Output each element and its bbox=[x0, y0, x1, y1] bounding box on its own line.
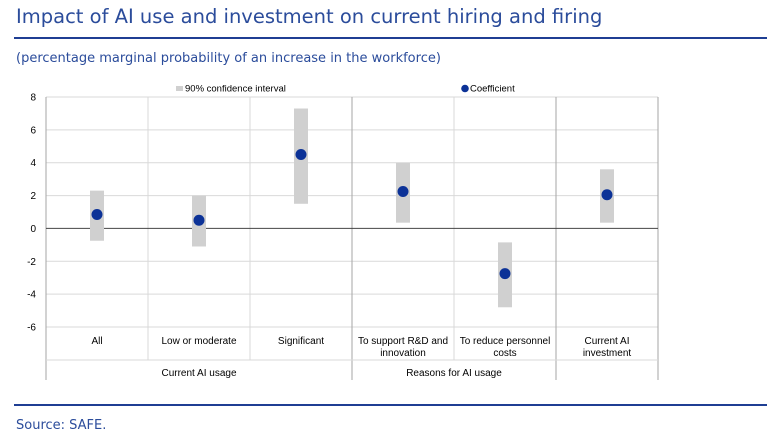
category-label: investment bbox=[583, 348, 632, 359]
coefficient-point bbox=[295, 149, 307, 160]
legend-coefficient-swatch bbox=[461, 84, 469, 93]
y-tick-label: 2 bbox=[30, 191, 36, 202]
category-label: To reduce personnel bbox=[460, 336, 551, 347]
group-label: Reasons for AI usage bbox=[406, 368, 502, 379]
axis-labels: -6 -4 -2 0 2 4 6 8 All Low or moderate Significant… bbox=[27, 93, 631, 380]
footer-rule bbox=[14, 404, 767, 406]
group-label: Current AI usage bbox=[161, 368, 236, 379]
y-tick-label: 6 bbox=[30, 125, 36, 136]
category-label: costs bbox=[493, 348, 516, 359]
category-label: To support R&D and bbox=[358, 336, 448, 347]
category-label: Significant bbox=[278, 336, 324, 347]
title-rule bbox=[14, 37, 767, 39]
y-tick-label: 8 bbox=[30, 93, 36, 104]
category-label: Current AI bbox=[584, 336, 629, 347]
coefficient-point bbox=[193, 214, 205, 226]
category-label: Low or moderate bbox=[161, 336, 236, 347]
category-label: innovation bbox=[380, 348, 426, 359]
y-tick-label: -2 bbox=[27, 257, 36, 268]
coefficient-point bbox=[91, 208, 103, 220]
coefficient-point bbox=[397, 185, 409, 197]
coefficient-point bbox=[601, 189, 613, 201]
legend-interval-swatch bbox=[176, 86, 183, 91]
coefficient-points bbox=[91, 149, 613, 280]
category-label: All bbox=[91, 336, 102, 347]
chart-subtitle: (percentage marginal probability of an i… bbox=[16, 51, 441, 66]
coefficient-point bbox=[499, 268, 511, 280]
y-tick-label: 4 bbox=[30, 158, 36, 169]
legend-coefficient-label: Coefficient bbox=[470, 84, 515, 95]
legend: 90% confidence interval Coefficient bbox=[176, 84, 515, 95]
y-tick-label: 0 bbox=[30, 224, 36, 235]
source-note: Source: SAFE. bbox=[16, 418, 107, 433]
grid bbox=[45, 96, 659, 380]
page-title: Impact of AI use and investment on curre… bbox=[16, 5, 603, 28]
y-tick-label: -6 bbox=[27, 323, 36, 334]
legend-interval-label: 90% confidence interval bbox=[185, 84, 286, 95]
y-tick-label: -4 bbox=[27, 290, 36, 301]
